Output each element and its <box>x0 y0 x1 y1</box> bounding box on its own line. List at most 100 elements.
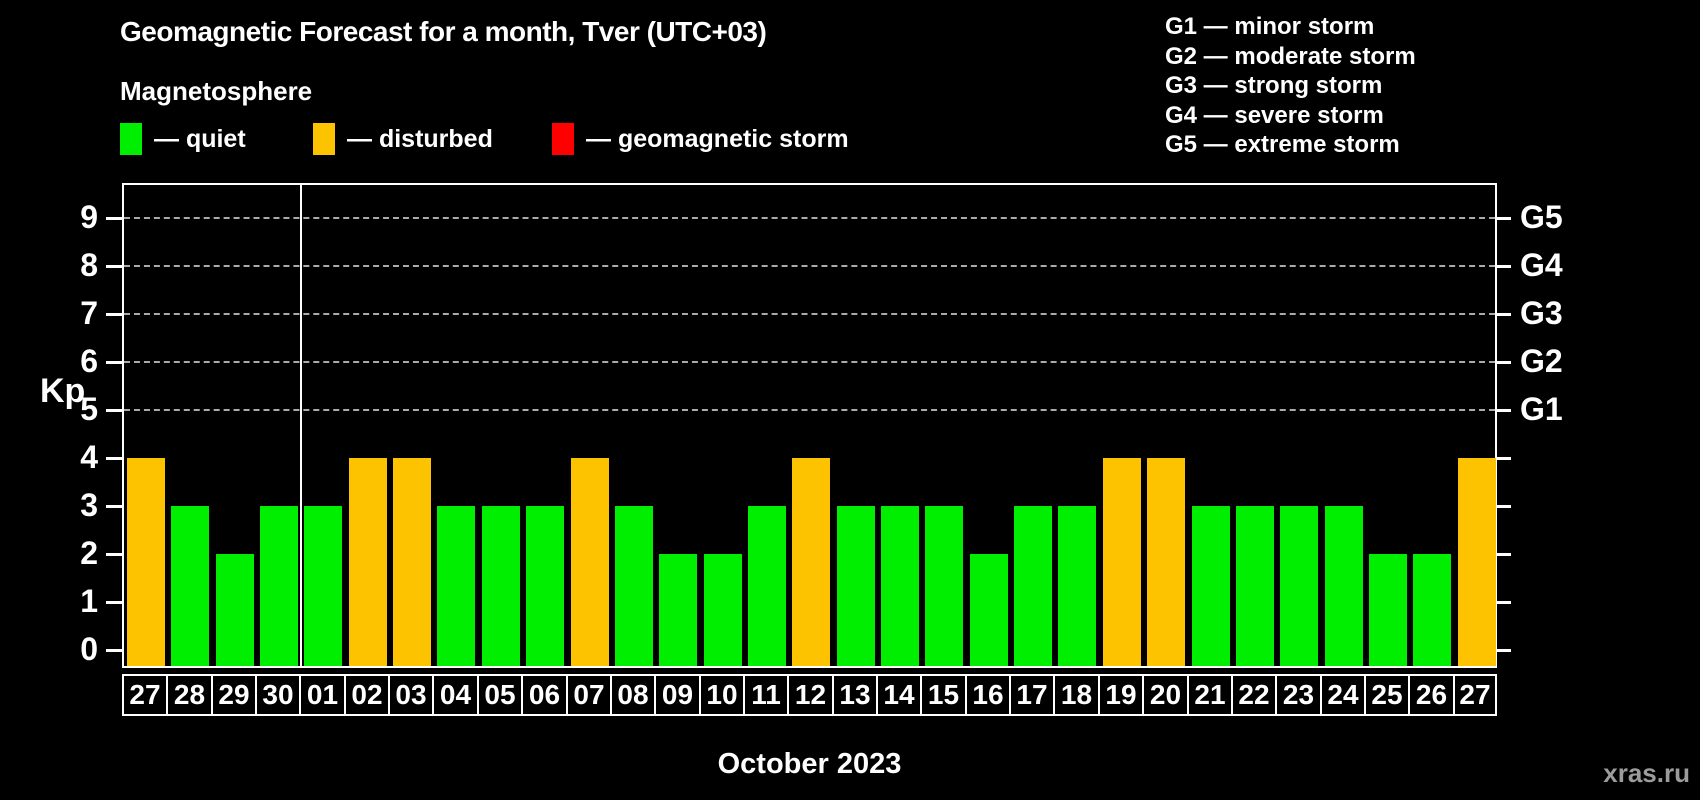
y-axis-tick-right <box>1497 217 1511 220</box>
g-scale-label-g2: G2 <box>1520 343 1563 379</box>
x-axis-day-box: 29 <box>211 674 257 716</box>
gridline-kp9 <box>124 217 1495 219</box>
kp-bar <box>1413 554 1451 666</box>
legend-label-quiet: — quiet <box>154 124 246 153</box>
x-axis-day-box: 13 <box>832 674 878 716</box>
kp-bar <box>748 506 786 666</box>
kp-bar <box>1236 506 1274 666</box>
x-axis-day-box: 07 <box>566 674 612 716</box>
y-axis-label: 1 <box>80 583 98 619</box>
disturbed-color-swatch <box>313 123 335 155</box>
x-axis-day-box: 04 <box>432 674 479 716</box>
y-axis-tick-left <box>106 265 122 268</box>
kp-bar <box>659 554 697 666</box>
kp-bar <box>792 458 830 666</box>
kp-bar <box>1192 506 1230 666</box>
kp-bar <box>216 554 254 666</box>
kp-bar <box>393 458 431 666</box>
y-axis-tick-right <box>1497 457 1511 460</box>
y-axis-tick-left <box>106 553 122 556</box>
g-scale-label-g3: G3 <box>1520 295 1563 331</box>
legend-item-disturbed: — disturbed <box>313 122 493 156</box>
x-axis-day-box: 03 <box>388 674 434 716</box>
g-scale-label-g1: G1 <box>1520 391 1563 427</box>
y-axis-tick-left <box>106 457 122 460</box>
y-axis-tick-right <box>1497 361 1511 364</box>
x-axis-day-box: 01 <box>299 674 346 716</box>
x-axis-day-box: 27 <box>1453 674 1497 716</box>
g-scale-label-g5: G5 <box>1520 199 1563 235</box>
kp-bar <box>615 506 653 666</box>
kp-bar <box>260 506 298 666</box>
x-axis-day-box: 09 <box>654 674 701 716</box>
x-axis-title: October 2023 <box>717 748 902 780</box>
y-axis-tick-left <box>106 505 122 508</box>
y-axis-label: 2 <box>80 535 98 571</box>
y-axis-tick-left <box>106 217 122 220</box>
y-axis-title: Kp <box>40 372 86 410</box>
g-legend-line-g4: G4 — severe storm <box>1165 101 1384 129</box>
y-axis-label: 8 <box>80 247 98 283</box>
legend-label-disturbed: — disturbed <box>347 124 493 153</box>
gridline-kp8 <box>124 265 1495 267</box>
kp-bar <box>349 458 387 666</box>
x-axis-day-box: 08 <box>610 674 656 716</box>
x-axis-day-box: 24 <box>1320 674 1366 716</box>
x-axis-day-box: 05 <box>477 674 523 716</box>
g-scale-legend: G1 — minor storm G2 — moderate storm G3 … <box>1165 12 1416 160</box>
y-axis-label: 6 <box>80 343 98 379</box>
legend-item-storm: — geomagnetic storm <box>552 122 849 156</box>
y-axis-tick-right <box>1497 265 1511 268</box>
y-axis-label: 3 <box>80 487 98 523</box>
legend-item-quiet: — quiet <box>120 122 246 156</box>
g-scale-label-g4: G4 <box>1520 247 1563 283</box>
y-axis-tick-right <box>1497 553 1511 556</box>
gridline-kp6 <box>124 361 1495 363</box>
y-axis-label: 4 <box>80 439 98 475</box>
x-axis-day-box: 28 <box>166 674 213 716</box>
kp-bar <box>1325 506 1363 666</box>
month-separator-line <box>300 185 302 666</box>
y-axis-tick-right <box>1497 409 1511 412</box>
x-axis-day-box: 06 <box>521 674 568 716</box>
x-axis-day-box: 17 <box>1009 674 1055 716</box>
kp-bar <box>881 506 919 666</box>
chart-subtitle: Magnetosphere <box>120 76 313 106</box>
kp-bar <box>1058 506 1096 666</box>
g-legend-line-g5: G5 — extreme storm <box>1165 131 1400 158</box>
plot-area <box>122 183 1497 668</box>
x-axis-day-box: 14 <box>876 674 922 716</box>
kp-bar <box>1280 506 1318 666</box>
x-axis-day-box: 27 <box>122 674 168 716</box>
g-legend-line-g3: G3 — strong storm <box>1165 72 1383 99</box>
chart-title: Geomagnetic Forecast for a month, Tver (… <box>120 16 767 47</box>
kp-bar <box>1103 458 1141 666</box>
kp-bar <box>1147 458 1185 666</box>
x-axis-day-box: 18 <box>1053 674 1100 716</box>
kp-bar <box>837 506 875 666</box>
kp-bar <box>925 506 963 666</box>
x-axis-day-box: 19 <box>1098 674 1144 716</box>
y-axis-tick-left <box>106 649 122 652</box>
kp-bar <box>127 458 165 666</box>
kp-bar <box>1458 458 1496 666</box>
x-axis-day-box: 25 <box>1364 674 1410 716</box>
y-axis-tick-right <box>1497 649 1511 652</box>
quiet-color-swatch <box>120 123 142 155</box>
kp-bar <box>970 554 1008 666</box>
x-axis-day-box: 16 <box>965 674 1011 716</box>
kp-bar <box>571 458 609 666</box>
y-axis-tick-right <box>1497 505 1511 508</box>
watermark: xras.ru <box>1603 758 1690 788</box>
x-axis-day-box: 12 <box>787 674 834 716</box>
y-axis-label: 9 <box>80 199 98 235</box>
legend-label-storm: — geomagnetic storm <box>586 124 849 153</box>
y-axis-tick-left <box>106 361 122 364</box>
x-axis-day-box: 21 <box>1187 674 1233 716</box>
storm-color-swatch <box>552 123 574 155</box>
kp-bar <box>437 506 475 666</box>
kp-bar <box>482 506 520 666</box>
g-legend-line-g2: G2 — moderate storm <box>1165 42 1416 70</box>
y-axis-tick-right <box>1497 313 1511 316</box>
